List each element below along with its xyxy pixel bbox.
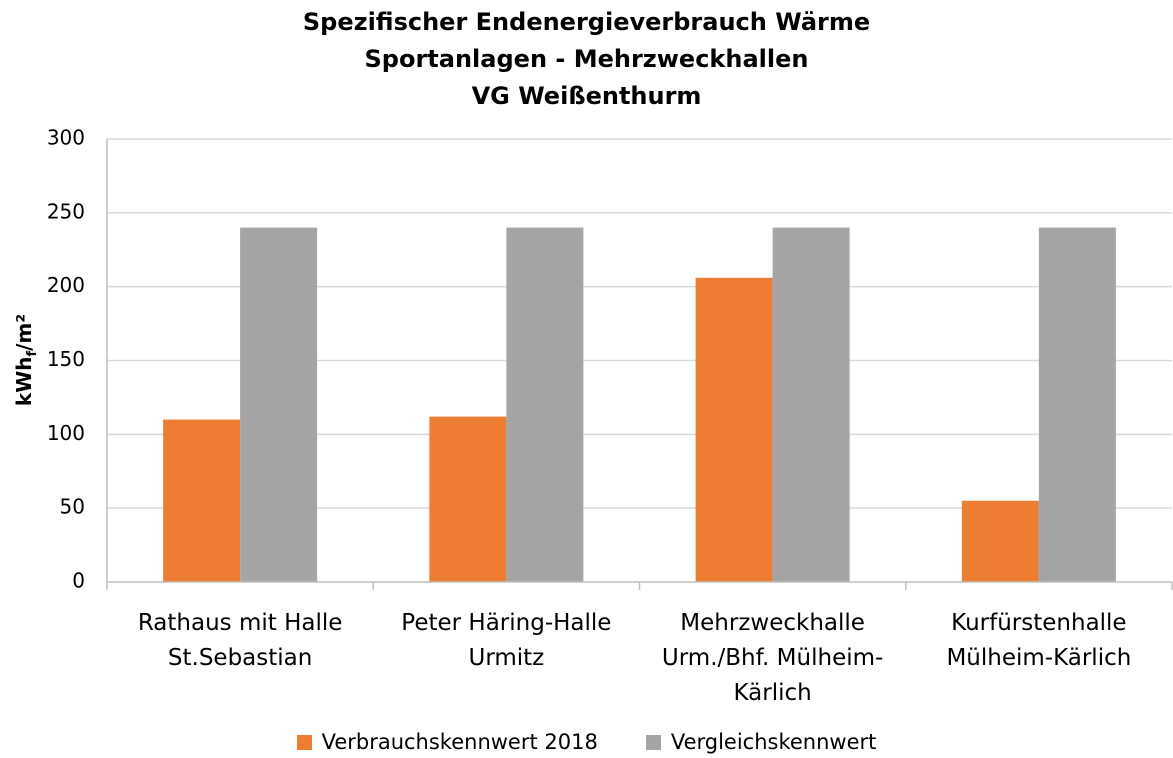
chart-title: Spezifischer Endenergieverbrauch Wärme S… [302, 8, 871, 110]
legend-label: Vergleichskennwert [670, 730, 877, 754]
bar [772, 227, 850, 582]
x-tick-label: Mehrzweckhalle Urm./Bhf. Mülheim- Kärlic… [661, 610, 884, 706]
legend-swatch [296, 734, 312, 750]
legend-label: Verbrauchskennwert 2018 [321, 730, 598, 754]
bar [506, 227, 584, 582]
legend-item: Verbrauchskennwert 2018 [296, 730, 598, 754]
bar [1038, 227, 1116, 582]
y-tick-label: 200 [47, 273, 85, 297]
y-label-sub: f [25, 350, 40, 356]
x-tick-label: Peter Häring-Halle Urmitz [401, 610, 612, 671]
y-label-part: kWh [12, 356, 36, 406]
legend: Verbrauchskennwert 2018 Vergleichskennwer… [0, 730, 1173, 754]
y-tick-label: 150 [47, 347, 85, 371]
y-tick-label: 300 [47, 126, 85, 150]
x-tick-label: Rathaus mit Halle St.Sebastian [137, 610, 343, 671]
bar [429, 416, 507, 582]
x-tick-label: Kurfürstenhalle Mülheim-Kärlich [946, 610, 1132, 671]
y-tick-label: 50 [60, 495, 85, 519]
legend-item: Vergleichskennwert [645, 730, 877, 754]
y-tick-label: 0 [72, 569, 85, 593]
y-label-part: /m² [12, 314, 36, 351]
legend-swatch [645, 734, 661, 750]
bar [163, 419, 241, 582]
bar [695, 277, 773, 582]
bar [961, 500, 1039, 582]
y-axis-label: kWhf/m² [12, 314, 41, 406]
y-tick-label: 100 [47, 421, 85, 445]
bar [240, 227, 318, 582]
y-tick-label: 250 [47, 199, 85, 223]
